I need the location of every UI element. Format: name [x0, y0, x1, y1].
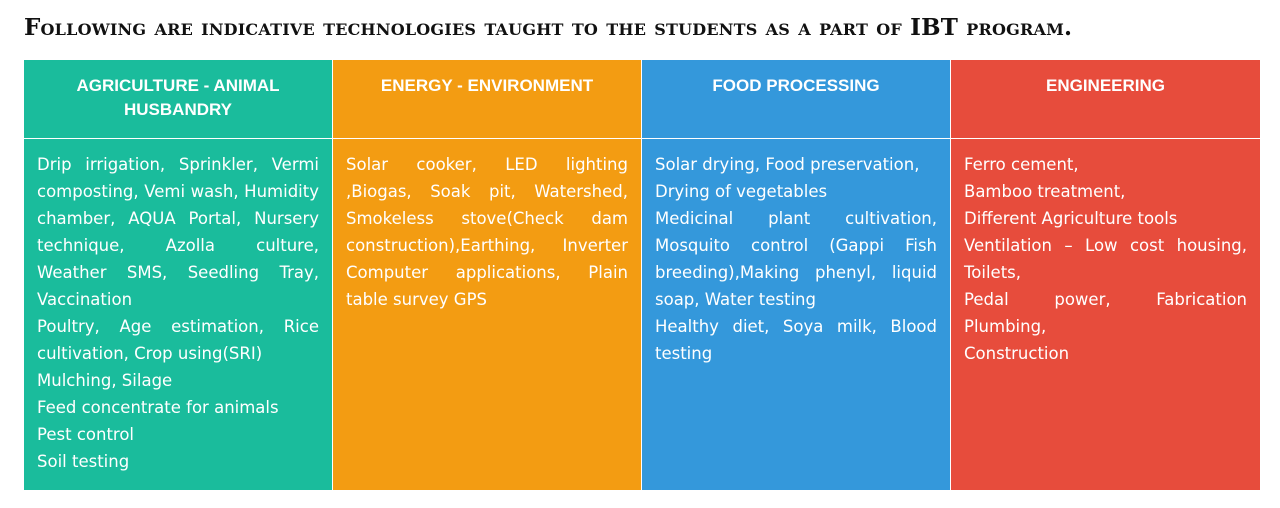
page-title: Following are indicative technologies ta…	[24, 14, 1073, 41]
list-item: Pedal power, Fabrication Plumbing,	[964, 290, 1247, 336]
list-item: Pest control	[37, 425, 135, 444]
list-item: Ferro cement,	[964, 155, 1079, 174]
list-item: Medicinal plant cultivation, Mosquito co…	[655, 209, 937, 309]
list-item: Soil testing	[37, 452, 130, 471]
list-item: Different Agriculture tools	[964, 209, 1178, 228]
column-food: FOOD PROCESSING Solar drying, Food prese…	[642, 60, 951, 490]
column-header-food: FOOD PROCESSING	[642, 60, 950, 139]
list-item: Mulching, Silage	[37, 371, 173, 390]
column-body-agriculture: Drip irrigation, Sprinkler, Vermi compos…	[24, 139, 332, 475]
list-item: Bamboo treatment,	[964, 182, 1126, 201]
column-agriculture: AGRICULTURE - ANIMAL HUSBANDRY Drip irri…	[24, 60, 333, 490]
list-item: Drip irrigation, Sprinkler, Vermi compos…	[37, 155, 319, 309]
list-item: Construction	[964, 344, 1070, 363]
column-body-engineering: Ferro cement, Bamboo treatment, Differen…	[951, 139, 1260, 367]
column-header-agriculture: AGRICULTURE - ANIMAL HUSBANDRY	[24, 60, 332, 139]
list-item: Solar cooker, LED lighting ,Biogas, Soak…	[346, 155, 628, 309]
list-item: Ventilation – Low cost housing, Toilets,	[964, 236, 1247, 282]
list-item: Drying of vegetables	[655, 182, 828, 201]
technology-table: AGRICULTURE - ANIMAL HUSBANDRY Drip irri…	[24, 60, 1260, 490]
list-item: Feed concentrate for animals	[37, 398, 279, 417]
list-item: Healthy diet, Soya milk, Blood testing	[655, 317, 937, 363]
column-body-energy: Solar cooker, LED lighting ,Biogas, Soak…	[333, 139, 641, 313]
list-item: Solar drying, Food preservation,	[655, 155, 920, 174]
column-header-energy: ENERGY - ENVIRONMENT	[333, 60, 641, 139]
column-engineering: ENGINEERING Ferro cement, Bamboo treatme…	[951, 60, 1260, 490]
column-header-engineering: ENGINEERING	[951, 60, 1260, 139]
column-energy: ENERGY - ENVIRONMENT Solar cooker, LED l…	[333, 60, 642, 490]
column-body-food: Solar drying, Food preservation, Drying …	[642, 139, 950, 367]
list-item: Poultry, Age estimation, Rice cultivatio…	[37, 317, 319, 363]
